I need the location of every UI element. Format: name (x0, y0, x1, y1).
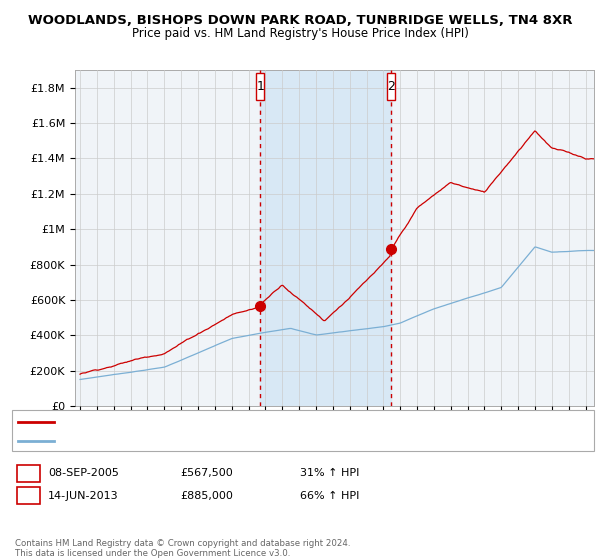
Text: £885,000: £885,000 (180, 491, 233, 501)
Text: £567,500: £567,500 (180, 468, 233, 478)
Bar (260, 70, 391, 406)
Text: 14-JUN-2013: 14-JUN-2013 (48, 491, 119, 501)
Text: 31% ↑ HPI: 31% ↑ HPI (300, 468, 359, 478)
Text: 2: 2 (25, 489, 32, 502)
Text: 1: 1 (256, 80, 264, 94)
Text: 08-SEP-2005: 08-SEP-2005 (48, 468, 119, 478)
Text: 66% ↑ HPI: 66% ↑ HPI (300, 491, 359, 501)
Text: WOODLANDS, BISHOPS DOWN PARK ROAD, TUNBRIDGE WELLS, TN4 8XR (detached hou: WOODLANDS, BISHOPS DOWN PARK ROAD, TUNBR… (57, 417, 498, 427)
Text: Contains HM Land Registry data © Crown copyright and database right 2024.
This d: Contains HM Land Registry data © Crown c… (15, 539, 350, 558)
Text: 2: 2 (387, 80, 395, 94)
Text: WOODLANDS, BISHOPS DOWN PARK ROAD, TUNBRIDGE WELLS, TN4 8XR: WOODLANDS, BISHOPS DOWN PARK ROAD, TUNBR… (28, 14, 572, 27)
Text: 1: 1 (25, 466, 32, 480)
FancyBboxPatch shape (256, 73, 264, 100)
FancyBboxPatch shape (387, 73, 395, 100)
Text: Price paid vs. HM Land Registry's House Price Index (HPI): Price paid vs. HM Land Registry's House … (131, 27, 469, 40)
Text: HPI: Average price, detached house, Tunbridge Wells: HPI: Average price, detached house, Tunb… (57, 436, 320, 446)
